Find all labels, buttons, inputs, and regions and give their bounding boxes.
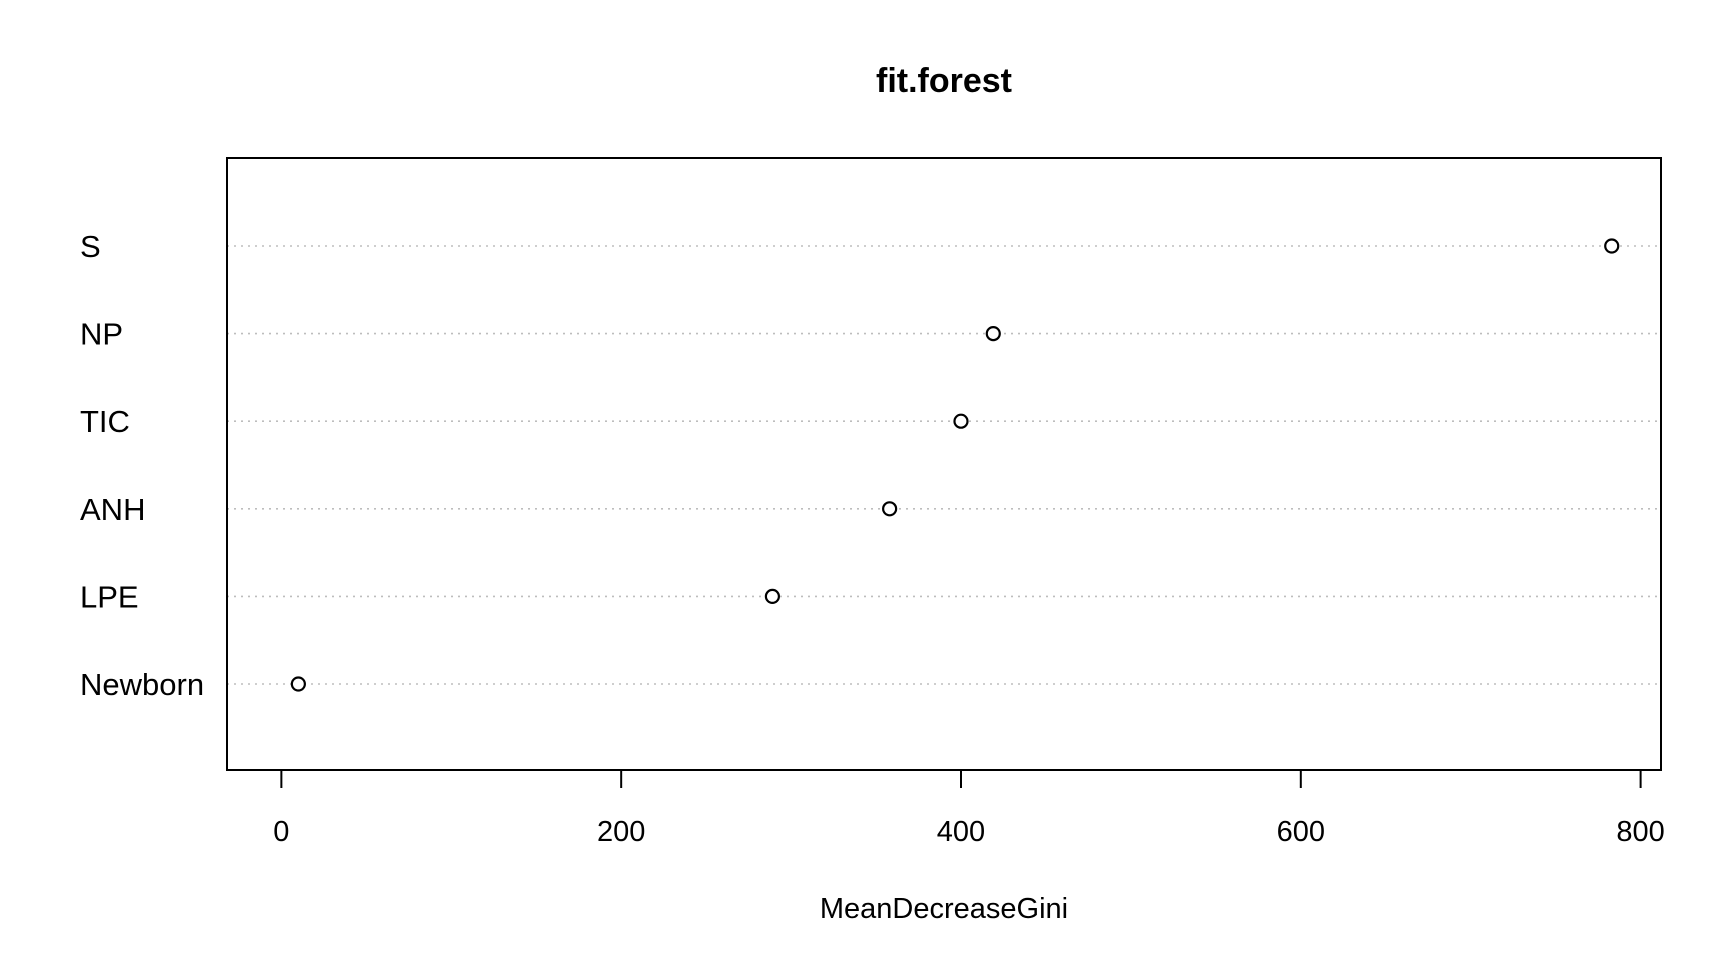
point-s xyxy=(1604,238,1620,254)
point-lpe xyxy=(764,588,780,605)
category-label-lpe: LPE xyxy=(80,579,139,614)
chart-title: fit.forest xyxy=(876,62,1012,100)
category-labels: S NP TIC ANH LPE Newborn xyxy=(80,229,204,702)
category-label-np: NP xyxy=(80,317,123,352)
category-label-s: S xyxy=(80,229,101,264)
guide-lines xyxy=(227,245,1661,685)
plot-frame xyxy=(226,157,1662,771)
x-tick-label-400: 400 xyxy=(937,816,985,848)
data-points xyxy=(290,238,1620,692)
x-ticks: 0 200 400 600 800 xyxy=(273,770,1665,848)
x-axis-label: MeanDecreaseGini xyxy=(820,893,1068,925)
x-tick-label-600: 600 xyxy=(1277,816,1325,848)
category-label-newborn: Newborn xyxy=(80,667,204,702)
x-tick-label-800: 800 xyxy=(1616,816,1664,848)
point-newborn xyxy=(290,676,306,692)
point-np xyxy=(985,326,1001,342)
x-tick-label-0: 0 xyxy=(273,816,289,848)
x-tick-label-200: 200 xyxy=(597,816,645,848)
point-anh xyxy=(882,501,898,517)
point-tic xyxy=(953,413,969,429)
category-label-anh: ANH xyxy=(80,492,145,527)
category-label-tic: TIC xyxy=(80,404,130,439)
